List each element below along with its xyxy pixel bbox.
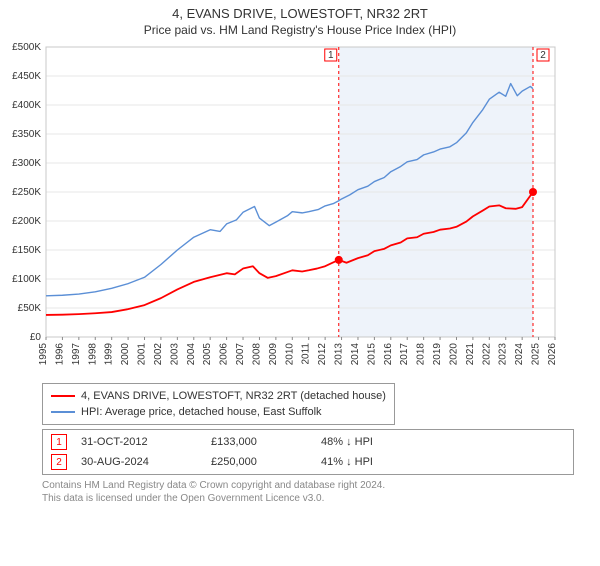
svg-text:2021: 2021 [465, 343, 476, 366]
svg-text:£400K: £400K [12, 100, 41, 111]
svg-text:1995: 1995 [38, 343, 49, 366]
sale-date: 31-OCT-2012 [81, 436, 211, 448]
svg-text:1997: 1997 [71, 343, 82, 366]
svg-text:2009: 2009 [268, 343, 279, 366]
legend-swatch [51, 395, 75, 397]
svg-text:2025: 2025 [531, 343, 542, 366]
svg-text:£0: £0 [30, 332, 42, 343]
svg-text:£450K: £450K [12, 71, 41, 82]
chart-title-1: 4, EVANS DRIVE, LOWESTOFT, NR32 2RT [0, 6, 600, 21]
legend-swatch [51, 411, 75, 413]
svg-text:2013: 2013 [334, 343, 345, 366]
svg-text:2019: 2019 [432, 343, 443, 366]
svg-text:2004: 2004 [186, 343, 197, 366]
svg-text:2015: 2015 [366, 343, 377, 366]
svg-text:2008: 2008 [251, 343, 262, 366]
svg-text:2007: 2007 [235, 343, 246, 366]
svg-text:2003: 2003 [169, 343, 180, 366]
attribution-line2: This data is licensed under the Open Gov… [42, 492, 572, 505]
sale-date: 30-AUG-2024 [81, 456, 211, 468]
svg-text:2: 2 [540, 50, 546, 61]
svg-text:2005: 2005 [202, 343, 213, 366]
sale-price: £133,000 [211, 436, 321, 448]
svg-text:£200K: £200K [12, 216, 41, 227]
sale-row: 1 31-OCT-2012£133,00048% ↓ HPI [43, 432, 573, 452]
svg-text:1996: 1996 [54, 343, 65, 366]
svg-text:2010: 2010 [284, 343, 295, 366]
svg-text:2014: 2014 [350, 343, 361, 366]
svg-text:£350K: £350K [12, 129, 41, 140]
svg-text:2020: 2020 [448, 343, 459, 366]
svg-text:2023: 2023 [498, 343, 509, 366]
svg-text:2012: 2012 [317, 343, 328, 366]
sale-price: £250,000 [211, 456, 321, 468]
svg-text:2018: 2018 [416, 343, 427, 366]
svg-text:£150K: £150K [12, 245, 41, 256]
svg-text:£500K: £500K [12, 42, 41, 53]
svg-text:2000: 2000 [120, 343, 131, 366]
svg-text:2002: 2002 [153, 343, 164, 366]
sale-pct-vs-hpi: 48% ↓ HPI [321, 436, 441, 448]
legend-row: HPI: Average price, detached house, East… [51, 404, 386, 420]
sale-marker-num: 2 [51, 454, 67, 470]
attribution-line1: Contains HM Land Registry data © Crown c… [42, 479, 572, 492]
svg-text:2022: 2022 [481, 343, 492, 366]
sale-marker-num: 1 [51, 434, 67, 450]
chart-title-2: Price paid vs. HM Land Registry's House … [0, 23, 600, 37]
svg-text:1: 1 [328, 50, 334, 61]
svg-text:1999: 1999 [104, 343, 115, 366]
svg-text:£300K: £300K [12, 158, 41, 169]
svg-text:2024: 2024 [514, 343, 525, 366]
chart-container: £0 £50K £100K £150K £200K £250K £300K £350K £400… [0, 37, 600, 377]
legend-label: HPI: Average price, detached house, East… [81, 404, 322, 420]
sales-table: 1 31-OCT-2012£133,00048% ↓ HPI 2 30-AUG-202… [42, 429, 574, 475]
svg-text:2017: 2017 [399, 343, 410, 366]
legend-label: 4, EVANS DRIVE, LOWESTOFT, NR32 2RT (det… [81, 388, 386, 404]
price-chart: £0 £50K £100K £150K £200K £250K £300K £350K £400… [0, 37, 560, 377]
legend: 4, EVANS DRIVE, LOWESTOFT, NR32 2RT (det… [42, 383, 395, 425]
attribution: Contains HM Land Registry data © Crown c… [42, 479, 572, 505]
svg-text:£250K: £250K [12, 187, 41, 198]
svg-text:£50K: £50K [18, 303, 42, 314]
sale-pct-vs-hpi: 41% ↓ HPI [321, 456, 441, 468]
svg-text:2001: 2001 [137, 343, 148, 366]
svg-text:2006: 2006 [219, 343, 230, 366]
svg-text:2011: 2011 [301, 343, 312, 365]
svg-text:2026: 2026 [547, 343, 558, 366]
svg-text:2016: 2016 [383, 343, 394, 366]
svg-text:£100K: £100K [12, 274, 41, 285]
sale-row: 2 30-AUG-2024£250,00041% ↓ HPI [43, 452, 573, 472]
legend-row: 4, EVANS DRIVE, LOWESTOFT, NR32 2RT (det… [51, 388, 386, 404]
svg-text:1998: 1998 [87, 343, 98, 366]
